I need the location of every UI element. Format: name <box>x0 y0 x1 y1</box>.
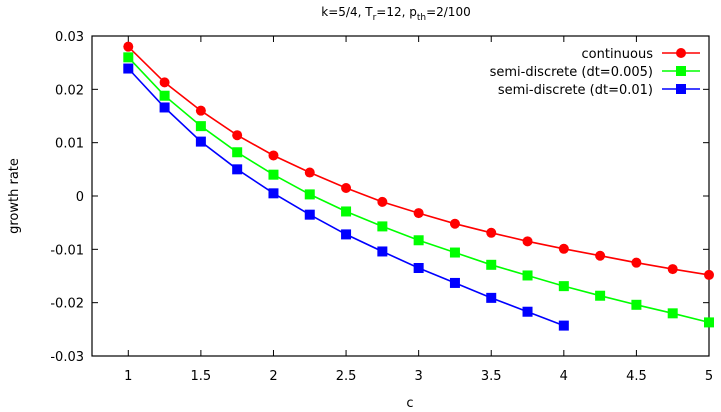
data-point <box>304 167 315 178</box>
legend-entry: semi-discrete (dt=0.01) <box>498 83 700 98</box>
data-point <box>232 130 243 141</box>
data-point <box>667 264 678 275</box>
data-point <box>486 227 497 238</box>
data-point <box>558 243 569 254</box>
data-point <box>304 189 315 200</box>
x-tick-label: 4 <box>560 369 568 384</box>
legend-swatch-marker <box>676 48 686 58</box>
data-point <box>631 299 642 310</box>
data-point <box>195 136 206 147</box>
data-point <box>377 196 388 207</box>
x-tick-label: 4.5 <box>626 369 647 384</box>
data-point <box>704 269 714 280</box>
legend: continuous semi-discrete (dt=0.005) semi-d… <box>490 47 700 98</box>
y-tick-label: 0.02 <box>55 83 84 98</box>
series-line <box>127 67 565 327</box>
axis-ticks <box>92 35 710 357</box>
data-point <box>377 221 388 232</box>
y-tick-label: 0 <box>76 190 84 205</box>
y-tick-label: -0.02 <box>50 297 84 312</box>
data-point <box>159 90 170 101</box>
data-point <box>304 209 315 220</box>
data-point <box>123 52 134 63</box>
data-point <box>486 259 497 270</box>
x-tick-label: 3 <box>415 369 423 384</box>
y-tick-label: 0.03 <box>55 30 84 45</box>
data-point <box>558 281 569 292</box>
data-point <box>341 183 352 193</box>
data-point <box>558 320 569 331</box>
axis-tick-labels: 1 1.5 2 2.5 3 3.5 4 4.5 5 0.03 0.02 0.01 0 -0.01 -0.02… <box>50 30 713 384</box>
legend-swatch-marker <box>676 66 686 76</box>
data-point <box>195 121 206 132</box>
data-point <box>232 147 243 158</box>
legend-swatch-marker <box>676 84 686 94</box>
data-point <box>268 150 279 161</box>
data-point <box>232 164 243 175</box>
y-tick-label: 0.01 <box>55 137 84 152</box>
series-2 <box>123 52 714 328</box>
data-point <box>522 236 533 247</box>
x-axis-title: c <box>406 396 413 411</box>
data-point <box>268 188 279 199</box>
data-point <box>123 63 134 74</box>
data-point <box>377 246 388 257</box>
data-point <box>159 77 170 88</box>
data-point <box>595 250 606 261</box>
data-point <box>413 263 424 273</box>
legend-entry: semi-discrete (dt=0.005) <box>490 65 700 80</box>
data-point <box>486 292 497 303</box>
legend-label: continuous <box>582 47 654 62</box>
data-point <box>449 247 460 258</box>
x-tick-label: 2.5 <box>336 369 357 384</box>
y-axis-title: growth rate <box>7 158 22 234</box>
data-point <box>522 270 533 281</box>
x-tick-label: 3.5 <box>481 369 502 384</box>
series-1 <box>123 41 714 280</box>
series-layer <box>123 41 714 331</box>
data-point <box>159 102 170 113</box>
x-tick-label: 5 <box>705 369 713 384</box>
data-point <box>413 235 424 246</box>
data-point <box>413 208 424 219</box>
data-point <box>631 257 642 268</box>
y-tick-label: -0.03 <box>50 350 84 365</box>
x-tick-label: 2 <box>269 369 277 384</box>
x-tick-label: 1.5 <box>191 369 212 384</box>
data-point <box>341 206 352 217</box>
data-point <box>341 229 352 240</box>
series-3 <box>123 63 569 331</box>
y-tick-label: -0.01 <box>50 243 84 258</box>
legend-label: semi-discrete (dt=0.005) <box>490 65 653 80</box>
data-point <box>123 41 134 52</box>
x-tick-label: 1 <box>124 369 132 384</box>
chart-title: k=5/4, Tr=12, pth=2/100 <box>321 5 470 23</box>
data-point <box>449 218 460 229</box>
data-point <box>195 105 206 116</box>
data-point <box>595 290 606 301</box>
data-point <box>449 277 460 288</box>
data-point <box>522 306 533 317</box>
legend-label: semi-discrete (dt=0.01) <box>498 83 653 98</box>
data-point <box>268 169 279 180</box>
legend-entry: continuous <box>582 47 700 62</box>
data-point <box>667 308 678 319</box>
data-point <box>704 317 714 328</box>
